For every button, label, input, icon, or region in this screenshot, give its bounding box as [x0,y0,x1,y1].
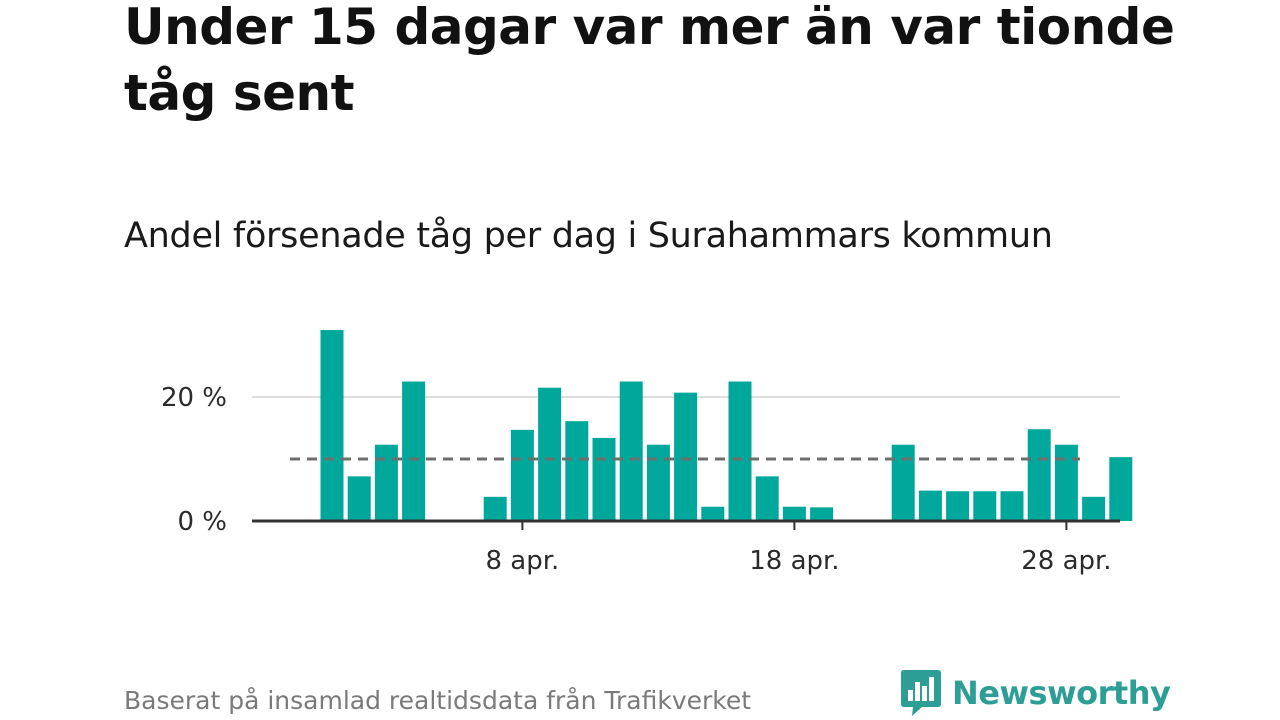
bar [701,506,725,521]
bar [1082,496,1106,521]
bar [320,330,344,521]
bar [483,496,507,521]
brand-name: Newsworthy [952,674,1171,712]
y-tick-label: 20 % [161,383,227,413]
bar [565,421,589,521]
bar [538,387,562,521]
bar-chart: 0 % 20 % 8 apr. 18 apr. 28 apr. [161,330,1133,576]
bar [891,444,915,521]
bar [1054,444,1078,521]
y-tick-labels: 0 % 20 % [161,383,227,537]
bar [1109,457,1133,521]
bar [1000,491,1024,521]
bar [510,429,534,521]
bar [374,444,398,521]
bar [674,392,698,521]
bar [782,506,806,521]
bar [592,437,616,521]
bar [946,491,970,521]
bar [347,476,371,521]
chart-subtitle: Andel försenade tåg per dag i Surahammar… [124,216,1053,256]
bar [619,381,643,521]
newsworthy-logo: Newsworthy [900,668,1171,718]
bar [973,491,997,521]
bar [1027,429,1051,521]
bar [728,381,752,521]
bar-chart-speech-bubble-icon [901,670,941,716]
x-ticks: 8 apr. 18 apr. 28 apr. [485,521,1112,576]
bar [646,444,670,521]
x-tick-label: 28 apr. [1021,546,1111,576]
y-tick-label: 0 % [177,507,227,537]
bar [402,381,426,521]
bar [918,490,942,521]
source-note: Baserat på insamlad realtidsdata från Tr… [124,686,752,715]
x-tick-label: 8 apr. [485,546,559,576]
chart-title: Under 15 dagar var mer än var tionde tåg… [124,0,1175,122]
bars [320,330,1133,521]
bar [810,507,834,521]
x-tick-label: 18 apr. [749,546,839,576]
bar [755,476,779,521]
